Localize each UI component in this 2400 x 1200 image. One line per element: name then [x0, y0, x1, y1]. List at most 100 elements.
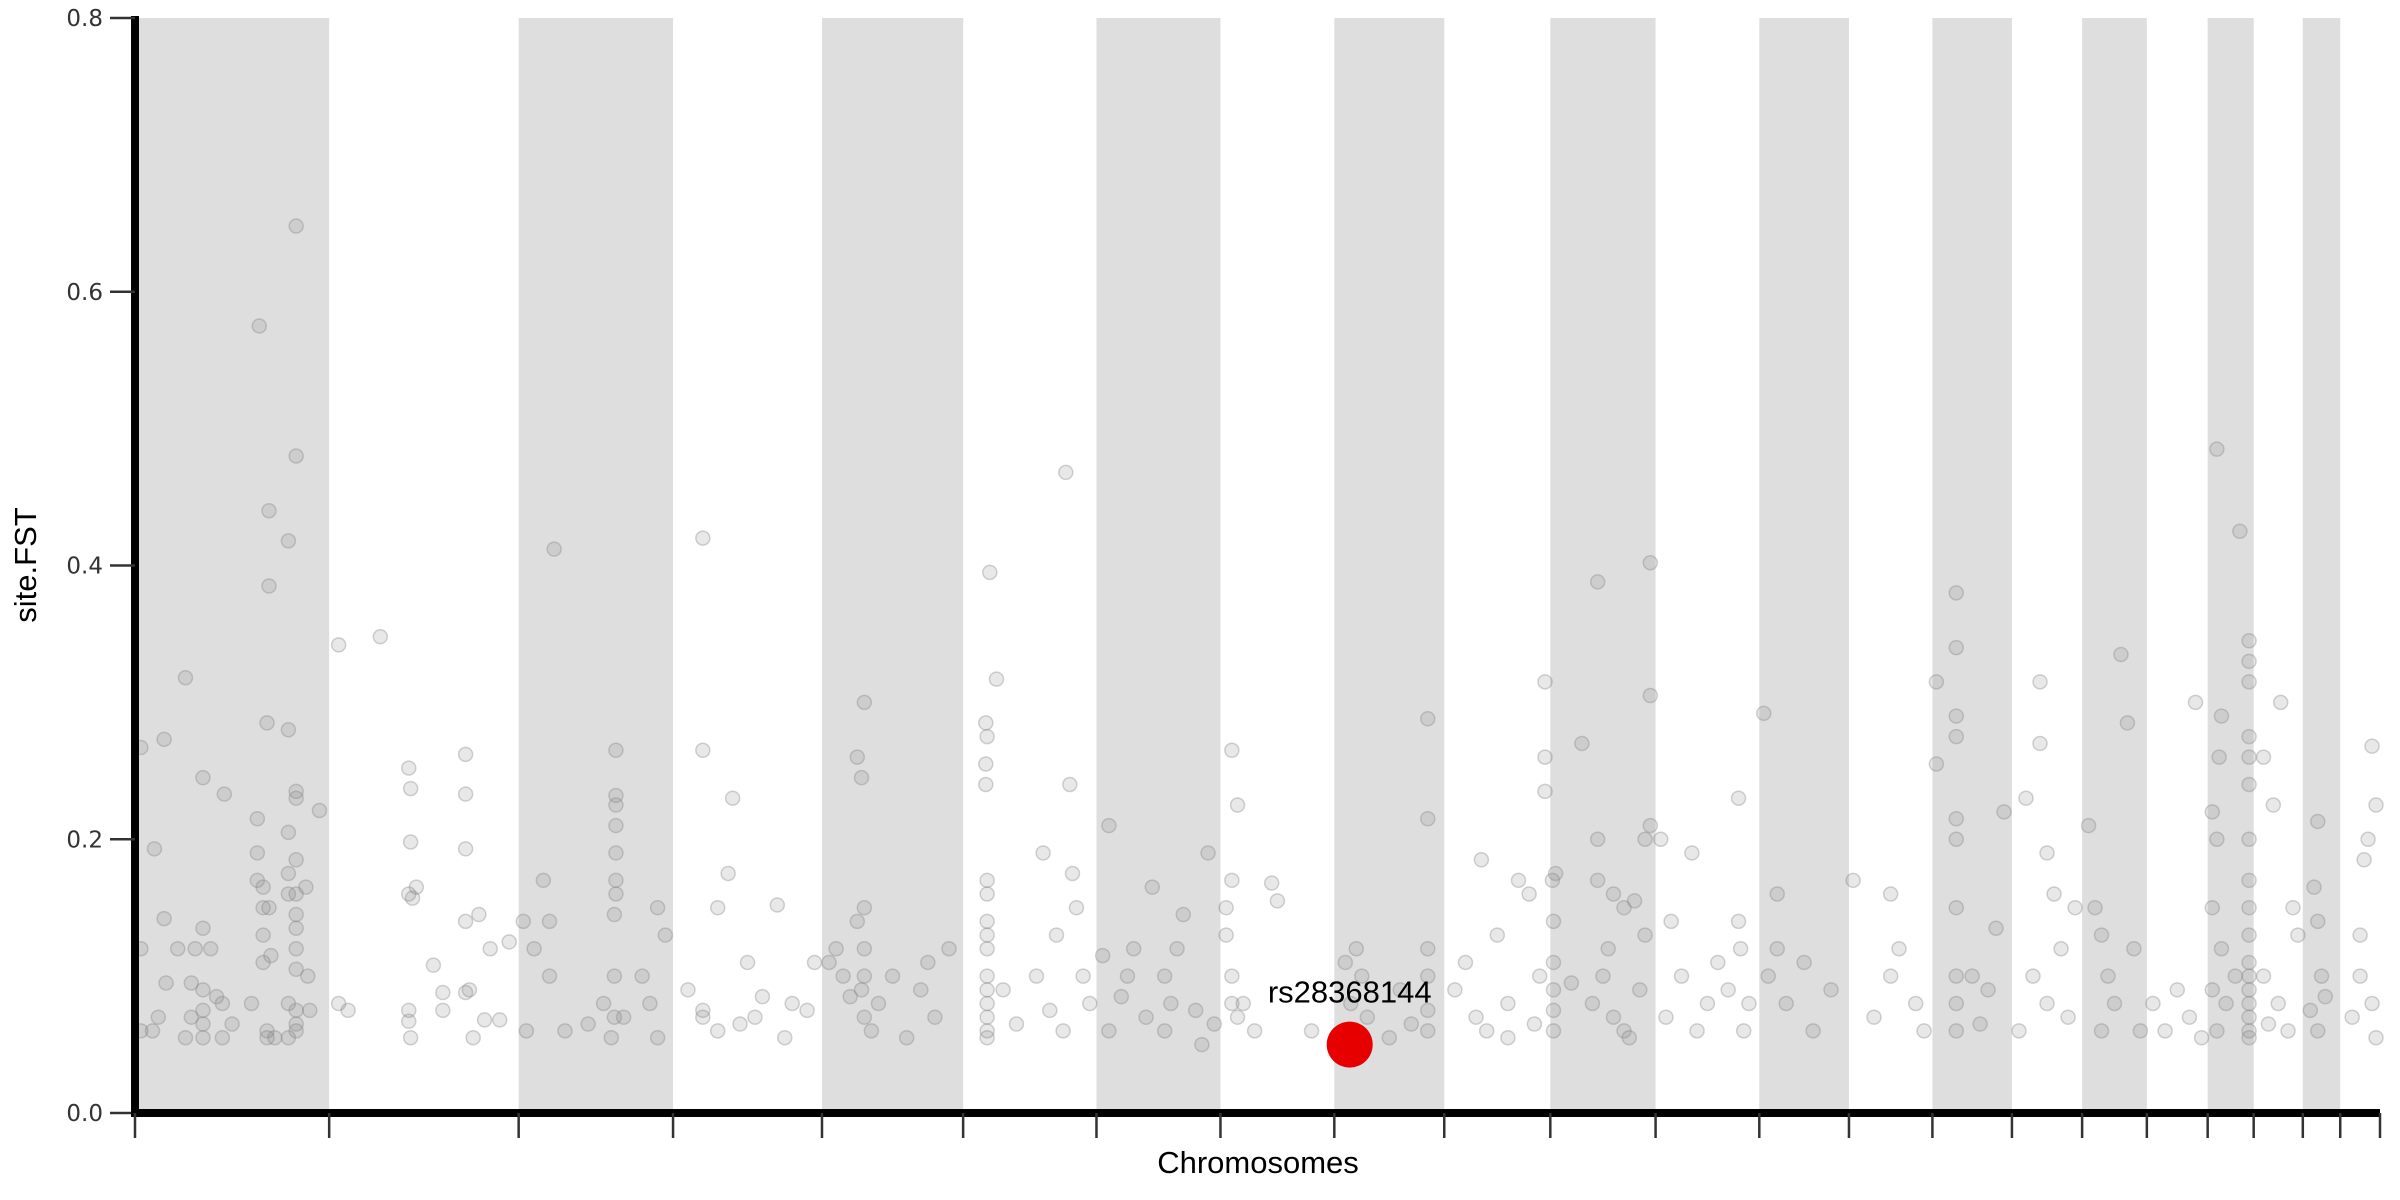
data-point	[461, 982, 478, 998]
data-point	[784, 995, 800, 1012]
data-point	[1545, 982, 1562, 998]
data-point	[2080, 817, 2097, 834]
data-point	[1187, 1002, 1204, 1019]
data-point	[979, 1023, 995, 1039]
data-point	[615, 1009, 632, 1025]
data-point	[1348, 941, 1365, 957]
data-point	[1229, 1009, 1246, 1025]
data-point	[747, 1009, 763, 1025]
data-point	[580, 1016, 596, 1032]
data-point	[1980, 982, 1996, 998]
data-point	[2106, 995, 2123, 1012]
data-point	[280, 995, 297, 1012]
data-point	[1101, 1023, 1117, 1039]
data-point	[261, 899, 277, 916]
data-point	[402, 1029, 419, 1046]
data-point	[2039, 845, 2055, 861]
data-point	[1473, 852, 1490, 868]
data-point	[1796, 954, 1812, 971]
data-point	[435, 984, 451, 1001]
data-point	[1928, 756, 1945, 772]
data-point	[982, 564, 998, 581]
data-point	[1163, 995, 1179, 1012]
y-tick-label: 0.8	[66, 6, 103, 32]
data-point	[1642, 687, 1659, 704]
data-point	[695, 742, 711, 759]
data-point	[249, 845, 266, 861]
data-point	[1621, 1029, 1638, 1046]
data-point	[195, 982, 211, 998]
data-point	[1730, 790, 1747, 806]
data-point	[1420, 1023, 1436, 1039]
data-point	[608, 845, 624, 861]
data-point	[2241, 776, 2257, 793]
data-point	[1845, 872, 1861, 889]
data-point	[1119, 968, 1136, 984]
data-point	[2209, 1023, 2225, 1039]
chromosome-band-9	[1334, 18, 1445, 1113]
data-point	[1563, 975, 1580, 991]
data-point	[1741, 995, 1757, 1012]
data-point	[2302, 1002, 2319, 1019]
data-point	[1616, 899, 1632, 916]
data-point	[280, 824, 297, 841]
data-point	[515, 913, 532, 930]
data-point	[1948, 831, 1965, 847]
data-point	[1778, 995, 1794, 1012]
data-point	[169, 941, 186, 957]
data-point	[2241, 1009, 2257, 1025]
data-point	[870, 995, 887, 1012]
data-point	[979, 927, 995, 943]
data-point	[183, 1009, 200, 1025]
data-point	[1206, 1016, 1223, 1032]
data-point	[606, 968, 623, 984]
data-point	[2255, 968, 2272, 984]
data-point	[695, 1009, 711, 1025]
data-point	[202, 941, 219, 957]
data-point	[709, 899, 726, 916]
data-point	[1732, 941, 1749, 957]
data-point	[288, 783, 304, 800]
data-point	[518, 1023, 535, 1039]
data-point	[979, 913, 995, 930]
data-point	[1805, 1023, 1821, 1039]
data-point	[249, 872, 266, 889]
data-point	[1468, 1009, 1484, 1025]
data-point	[457, 913, 474, 930]
data-point	[608, 886, 624, 902]
data-point	[1420, 968, 1436, 984]
data-point	[856, 899, 873, 916]
data-point	[1042, 1002, 1058, 1019]
data-point	[261, 503, 277, 519]
data-point	[2046, 886, 2062, 902]
data-point	[259, 715, 275, 731]
y-axis: 0.0 0.2 0.4 0.6 0.8	[66, 6, 139, 1127]
data-point	[1948, 1023, 1965, 1039]
data-point	[1595, 968, 1611, 984]
data-point	[1303, 1023, 1320, 1039]
y-axis-title: site.FST	[8, 507, 43, 622]
data-point	[214, 995, 231, 1012]
data-point	[1689, 1023, 1705, 1039]
data-point	[2368, 797, 2384, 813]
data-point	[1584, 995, 1601, 1012]
data-point	[1144, 879, 1161, 895]
data-point	[1489, 927, 1506, 943]
data-point	[2241, 1023, 2257, 1039]
data-point	[720, 865, 736, 882]
data-point	[1769, 886, 1785, 902]
chromosome-band-13	[1759, 18, 1849, 1113]
data-point	[853, 982, 870, 998]
data-point	[2087, 899, 2103, 916]
data-point	[2213, 708, 2230, 724]
x-axis	[131, 1109, 2382, 1138]
data-point	[2241, 872, 2257, 889]
data-point	[1263, 875, 1280, 891]
data-point	[799, 1002, 815, 1019]
data-point	[1218, 899, 1234, 916]
data-point	[457, 746, 474, 763]
data-point	[1125, 941, 1142, 957]
data-point	[2053, 941, 2069, 957]
data-point	[606, 1009, 623, 1025]
data-point	[2360, 831, 2376, 847]
